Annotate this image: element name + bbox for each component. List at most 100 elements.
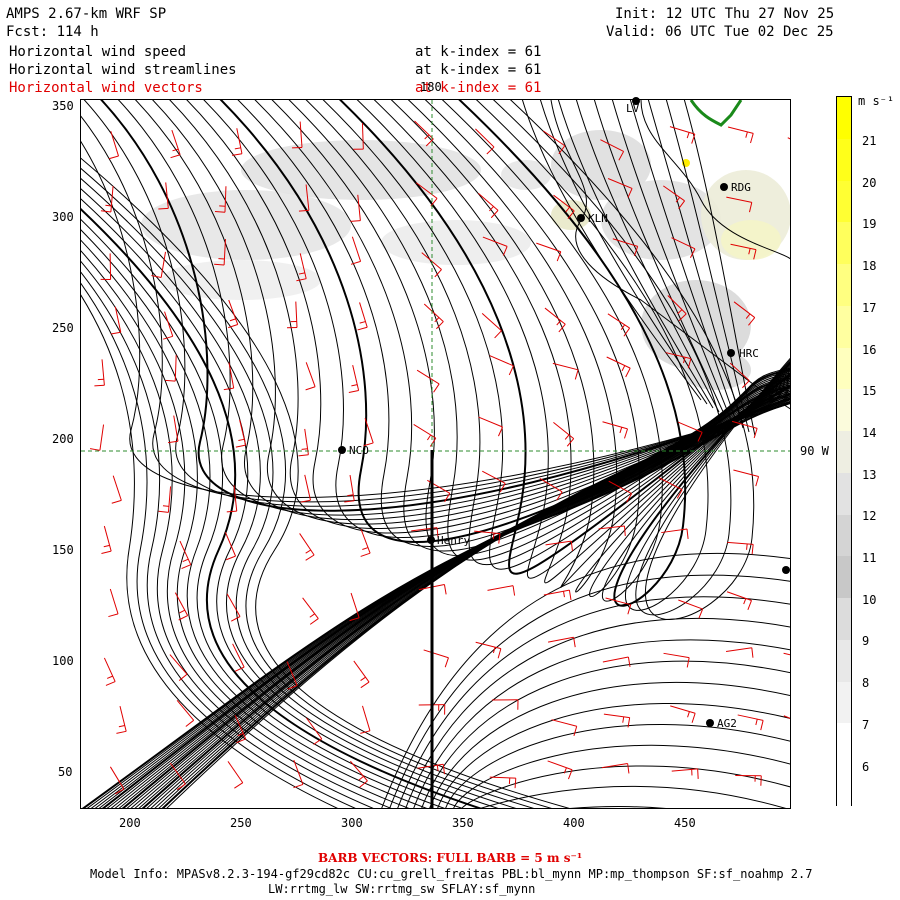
field-name-streamlines: Horizontal wind streamlines xyxy=(9,62,237,78)
coast-line xyxy=(640,100,790,260)
wind-barb-shaft xyxy=(353,660,370,683)
wind-barb-shaft xyxy=(553,421,575,440)
wind-barb-shaft xyxy=(665,352,692,360)
wind-barb-shaft xyxy=(598,525,625,530)
wind-barb-shaft xyxy=(678,421,703,433)
colorbar-segment xyxy=(837,389,851,432)
wind-barb-shaft xyxy=(169,654,188,675)
wind-barb-shaft xyxy=(352,365,360,391)
wind-barb-shaft xyxy=(227,761,244,784)
wind-barb-flag xyxy=(362,547,369,551)
wind-barb-flag xyxy=(748,317,756,326)
y-tick-100: 100 xyxy=(52,654,74,668)
station-marker-kln xyxy=(577,214,585,222)
parallel-label: 90 W xyxy=(800,444,829,458)
wind-barb-shaft xyxy=(295,301,298,328)
wind-barb-shaft xyxy=(293,759,304,785)
model-info: Model Info: MPASv8.2.3-194-gf29cd82c CU:… xyxy=(90,867,813,881)
coastline xyxy=(550,100,790,410)
wind-barb-flag xyxy=(429,437,437,447)
wind-barb-shaft xyxy=(544,307,566,325)
wind-barb-flag xyxy=(116,730,127,734)
map-plot-area[interactable] xyxy=(80,99,791,809)
wind-barb-flag xyxy=(229,318,236,322)
wind-barb-flag xyxy=(234,147,241,150)
wind-barb-shaft xyxy=(174,592,189,616)
wind-barb-flag xyxy=(357,326,368,331)
field-name-speed: Horizontal wind speed xyxy=(9,44,187,60)
wind-barb-flag xyxy=(686,528,689,539)
meridian-label: 180 xyxy=(420,80,442,94)
colorbar-segment xyxy=(837,180,851,223)
wind-barb-shaft xyxy=(489,776,516,779)
streamline xyxy=(445,724,790,808)
wind-barb-flag xyxy=(512,585,516,596)
wind-barb-flag xyxy=(514,778,517,789)
wind-barb-flag xyxy=(697,432,703,442)
station-marker-lv xyxy=(632,97,640,105)
streamline xyxy=(338,100,790,575)
wind-barb-shaft xyxy=(160,251,166,278)
wind-barb-flag xyxy=(627,763,630,774)
wind-barb-flag xyxy=(497,426,504,437)
colorbar-label: 20 xyxy=(862,175,877,190)
wind-barb-flag xyxy=(492,647,496,654)
wind-barb-shaft xyxy=(234,714,247,740)
wind-barb-shaft xyxy=(414,120,434,140)
wind-barb-flag xyxy=(621,365,626,372)
wind-barb-shaft xyxy=(552,362,579,371)
wind-barb-shaft xyxy=(671,768,698,772)
wind-barb-flag xyxy=(360,730,371,734)
wind-barb-shaft xyxy=(299,121,303,148)
wind-barb-shaft xyxy=(727,126,754,134)
wind-barb-flag xyxy=(676,489,683,499)
wind-barb-shaft xyxy=(602,421,628,430)
wind-barb-flag xyxy=(434,317,440,323)
wind-barb-flag xyxy=(623,327,631,337)
wind-map xyxy=(81,100,790,808)
wind-barb-flag xyxy=(574,369,579,380)
wind-barb-flag xyxy=(105,204,112,207)
wind-barb-flag xyxy=(350,220,361,222)
wind-barb-flag xyxy=(226,510,237,513)
wind-barb-flag xyxy=(748,202,753,213)
streamline xyxy=(421,660,790,808)
y-tick-300: 300 xyxy=(52,210,74,224)
wind-speed-shading xyxy=(141,130,790,390)
wind-barb-shaft xyxy=(114,306,122,333)
streamline xyxy=(453,744,790,808)
wind-barb-flag xyxy=(563,591,565,598)
wind-barb-shaft xyxy=(109,588,119,614)
wind-barb-shaft xyxy=(475,641,502,650)
colorbar-label: 9 xyxy=(862,634,870,649)
wind-barb-shaft xyxy=(726,196,752,203)
wind-barb-shaft xyxy=(416,369,440,385)
wind-barb-flag xyxy=(165,379,176,382)
wind-barb-shaft xyxy=(601,763,628,769)
speed-shade-patch xyxy=(161,260,321,300)
wind-barbs xyxy=(89,120,790,795)
wind-barb-flag xyxy=(686,132,690,139)
wind-barb-shaft xyxy=(612,238,638,247)
wind-barb-flag xyxy=(442,764,445,775)
y-tick-350: 350 xyxy=(52,99,74,113)
wind-barb-flag xyxy=(626,493,633,503)
streamline xyxy=(81,229,445,808)
wind-barb-flag xyxy=(570,541,573,552)
wind-barb-shaft xyxy=(663,652,690,659)
station-label-rdg: RDG xyxy=(731,181,751,194)
streamline xyxy=(81,250,410,808)
wind-barb-flag xyxy=(181,564,191,570)
wind-barb-flag xyxy=(558,323,566,333)
wind-barb-flag xyxy=(564,434,570,440)
wind-barb-shaft xyxy=(164,311,174,337)
streamline xyxy=(81,115,790,503)
wind-barb-shaft xyxy=(176,699,195,721)
streamline xyxy=(475,100,790,611)
wind-barb-shaft xyxy=(670,705,696,714)
wind-barb-flag xyxy=(567,210,575,220)
wind-barb-shaft xyxy=(110,185,114,212)
colorbar-label: 7 xyxy=(862,717,870,732)
streamline xyxy=(81,271,374,808)
y-tick-50: 50 xyxy=(58,765,73,779)
